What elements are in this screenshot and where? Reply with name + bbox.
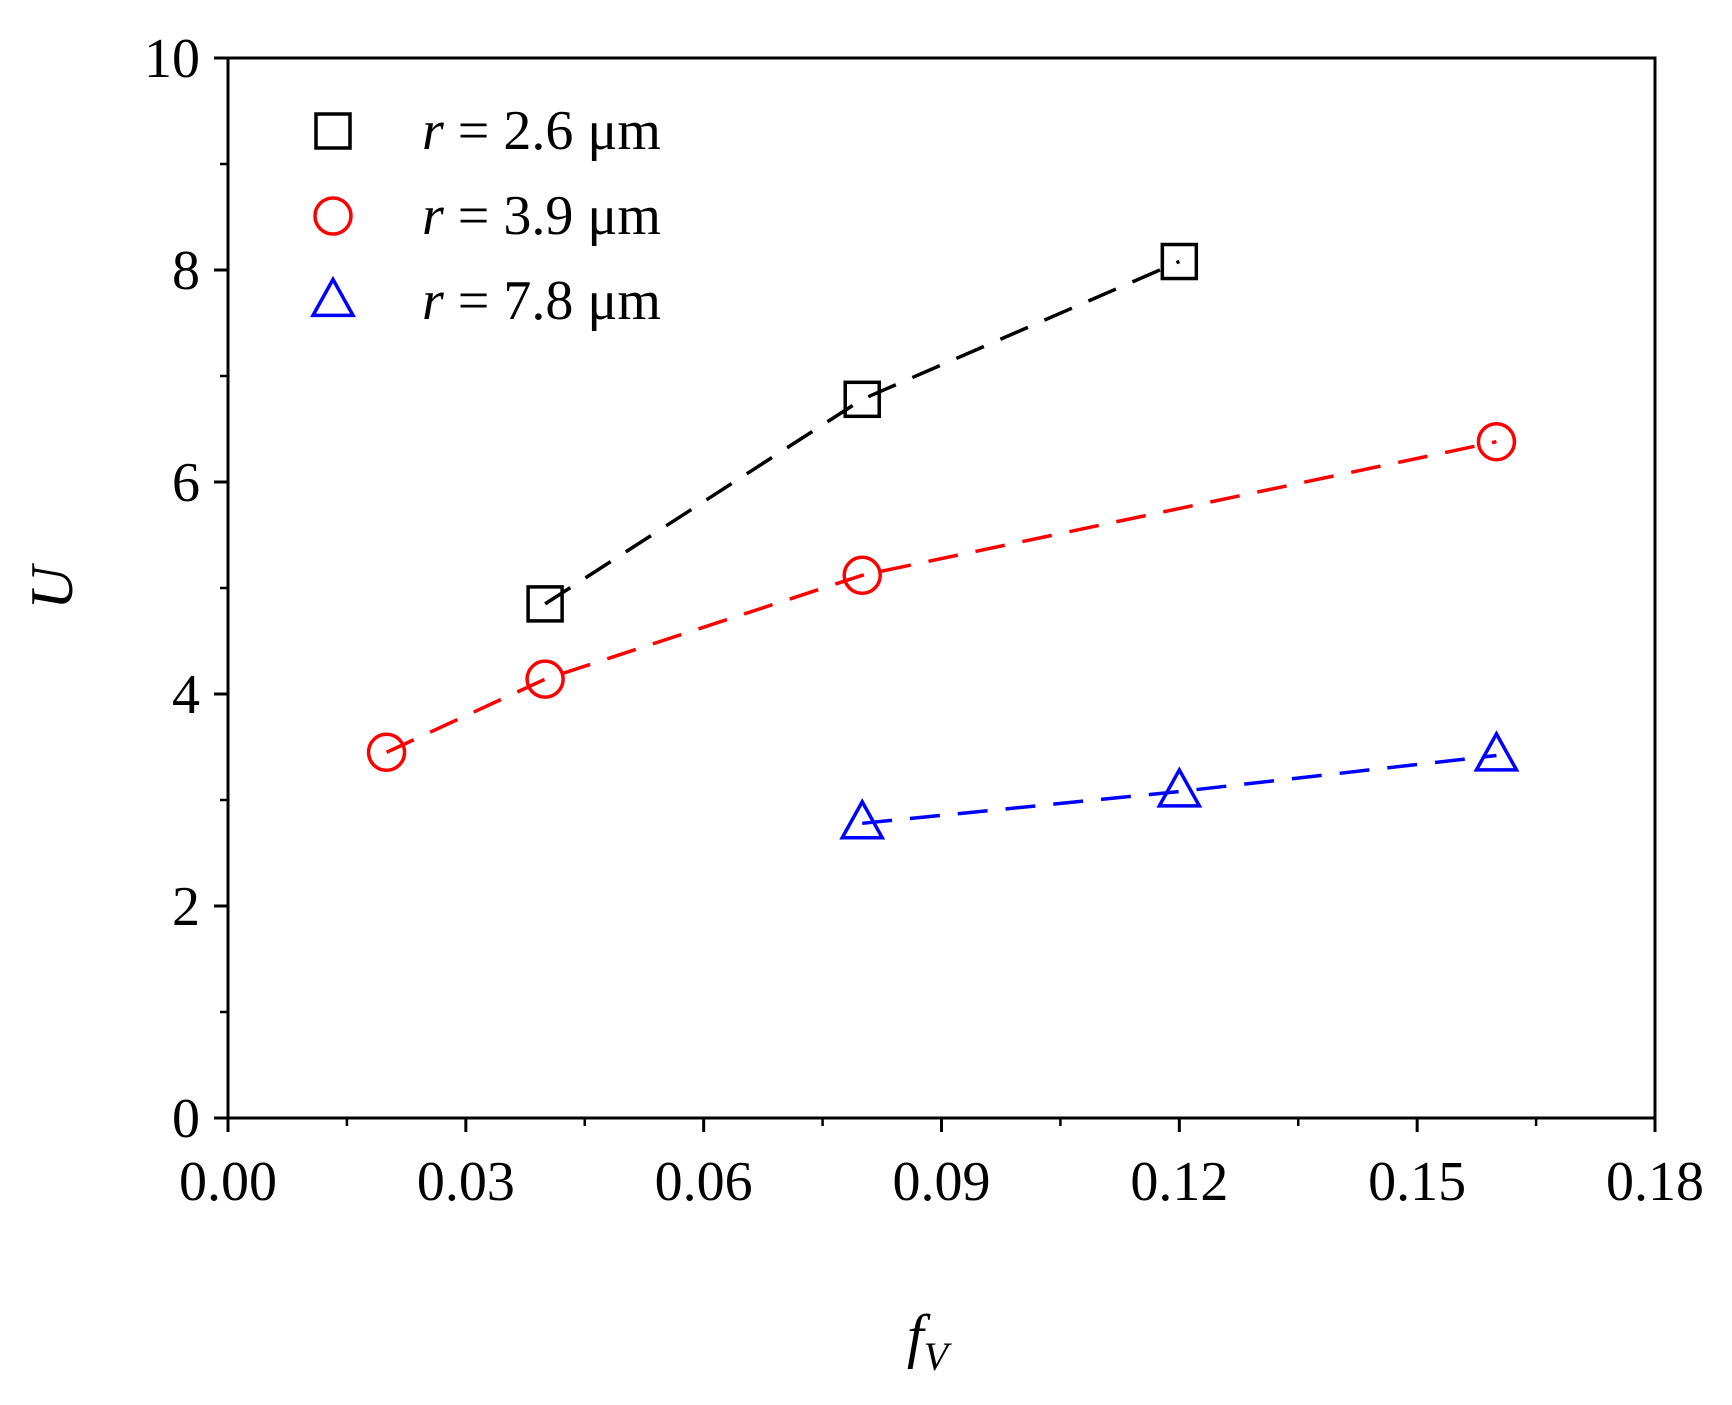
x-tick-label: 0.00 [179, 1151, 277, 1213]
y-tick-label: 4 [172, 664, 200, 726]
legend-label-var: r [422, 100, 444, 162]
y-tick-label: 2 [172, 876, 200, 938]
legend-label: r = 2.6 μm [422, 100, 661, 162]
legend-label-var: r [422, 185, 444, 247]
series-line [544, 259, 1181, 606]
series-circle [366, 421, 1517, 773]
x-axis-title-subscript: V [924, 1334, 953, 1379]
x-tick-label: 0.12 [1130, 1151, 1228, 1213]
legend-marker-square [314, 112, 352, 150]
series-square [526, 242, 1199, 623]
y-tick-label: 6 [172, 452, 200, 514]
tick-labels: 0.00 0.03 0.06 0.09 0.12 0.15 0.18 0 2 4 6 8 10 [144, 28, 1704, 1213]
legend-marker-triangle [310, 275, 356, 318]
data-point-square [1160, 242, 1199, 281]
y-tick-label: 10 [144, 28, 200, 90]
legend-label-rest: = 7.8 μm [444, 270, 661, 332]
legend-label-var: r [422, 270, 444, 332]
data-point-triangle [1156, 766, 1203, 808]
data-point-triangle [1473, 730, 1520, 772]
legend: r = 2.6 μmr = 3.9 μmr = 7.8 μm [310, 100, 661, 332]
y-axis-title: U [19, 563, 85, 610]
legend-entry: r = 7.8 μm [310, 270, 661, 332]
legend-label: r = 7.8 μm [422, 270, 661, 332]
legend-marker-circle [313, 196, 353, 236]
series-line [385, 440, 1497, 754]
x-axis-title: fV [907, 1303, 953, 1379]
data-point-circle [525, 659, 565, 699]
series-line [862, 753, 1497, 826]
data-point-circle [1476, 421, 1517, 462]
x-tick-label: 0.09 [893, 1151, 991, 1213]
data-point-circle [842, 555, 882, 596]
y-tick-label: 8 [172, 240, 200, 302]
x-tick-label: 0.18 [1606, 1151, 1704, 1213]
legend-entry: r = 2.6 μm [314, 100, 661, 162]
x-tick-label: 0.15 [1368, 1151, 1466, 1213]
series-layer [366, 242, 1520, 840]
legend-label: r = 3.9 μm [422, 185, 661, 247]
data-point-triangle [839, 798, 886, 840]
y-tick-label: 0 [172, 1088, 200, 1150]
legend-label-rest: = 3.9 μm [444, 185, 661, 247]
x-tick-label: 0.03 [417, 1151, 515, 1213]
data-point-square [843, 380, 881, 419]
legend-label-rest: = 2.6 μm [444, 100, 661, 162]
axis-ticks [214, 56, 1657, 1132]
legend-entry: r = 3.9 μm [313, 185, 661, 247]
data-point-square [526, 585, 564, 623]
x-tick-label: 0.06 [655, 1151, 753, 1213]
series-triangle [839, 730, 1520, 840]
data-point-circle [366, 732, 407, 773]
